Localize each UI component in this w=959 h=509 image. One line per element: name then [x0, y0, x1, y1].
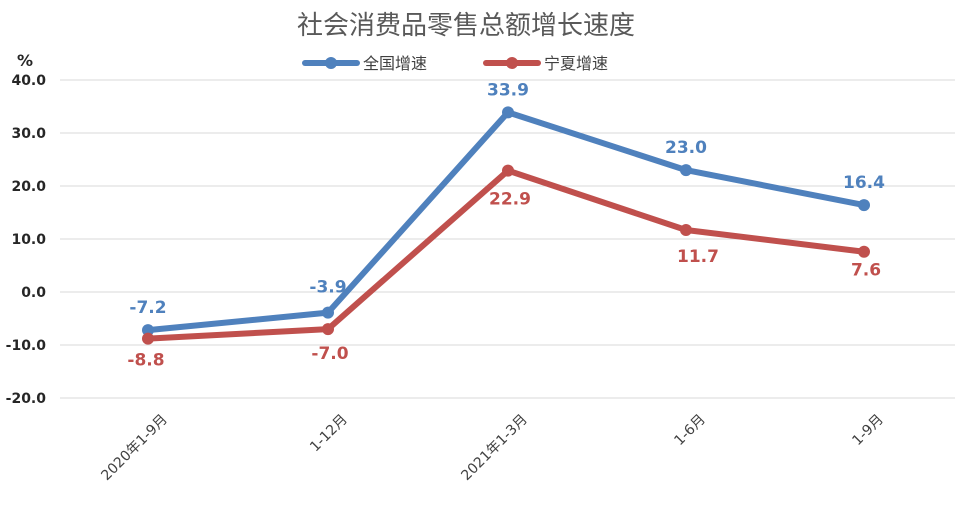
series-layer: -7.2 -3.9 33.9 23.0 16.4 -8.8 -7.0 22.9 11.7 7.6: [127, 80, 885, 370]
data-point: [502, 106, 514, 119]
legend-item: 宁夏增速: [483, 54, 608, 73]
series-1: -7.2 -3.9 33.9 23.0 16.4: [129, 80, 885, 337]
data-label: -7.2: [129, 298, 166, 318]
legend-label: 宁夏增速: [544, 54, 608, 73]
x-tick-label: 2020年1-9月: [98, 412, 170, 484]
x-tick-label: 1-9月: [849, 412, 886, 449]
data-label: 7.6: [851, 261, 881, 281]
data-label: 16.4: [843, 173, 885, 193]
data-label: -8.8: [127, 351, 164, 371]
legend-label: 全国增速: [363, 54, 427, 73]
data-label: 33.9: [487, 80, 529, 100]
legend-swatch-marker: [506, 57, 518, 69]
y-tick-label: 0.0: [21, 285, 46, 301]
legend-item: 全国增速: [302, 54, 427, 73]
data-point: [142, 324, 154, 337]
x-tick-label: 2021年1-3月: [458, 412, 530, 484]
chart-title: 社会消费品零售总额增长速度: [297, 11, 635, 41]
y-tick-label: 40.0: [11, 73, 46, 89]
data-label: -7.0: [311, 344, 348, 364]
x-tick-label: 1-6月: [671, 412, 708, 449]
series-line: [145, 109, 867, 334]
data-point: [322, 306, 334, 319]
y-tick-label: 20.0: [11, 179, 46, 195]
data-point: [142, 332, 154, 345]
data-point: [322, 323, 334, 336]
y-tick-label: 10.0: [11, 232, 46, 248]
data-label: 22.9: [489, 190, 531, 210]
y-axis-ticks: 40.0 30.0 20.0 10.0 0.0 -10.0 -20.0: [6, 73, 47, 407]
legend: 全国增速 宁夏增速: [302, 54, 608, 73]
x-tick-label: 1-12月: [307, 412, 351, 456]
y-tick-label: -10.0: [6, 338, 47, 354]
data-point: [502, 164, 514, 177]
data-label: -3.9: [309, 278, 346, 298]
data-point: [680, 223, 692, 236]
data-point: [858, 245, 870, 258]
series-2: -8.8 -7.0 22.9 11.7 7.6: [127, 164, 881, 371]
legend-swatch-marker: [325, 57, 337, 69]
data-label: 11.7: [677, 247, 719, 267]
data-point: [680, 164, 692, 177]
data-point: [858, 199, 870, 212]
gridlines: [60, 79, 955, 399]
y-tick-label: -20.0: [6, 391, 47, 407]
data-label: 23.0: [665, 138, 707, 158]
y-tick-label: 30.0: [11, 126, 46, 142]
y-axis-unit: %: [17, 51, 33, 70]
x-axis-ticks: 2020年1-9月 1-12月 2021年1-3月 1-6月 1-9月: [98, 412, 886, 484]
